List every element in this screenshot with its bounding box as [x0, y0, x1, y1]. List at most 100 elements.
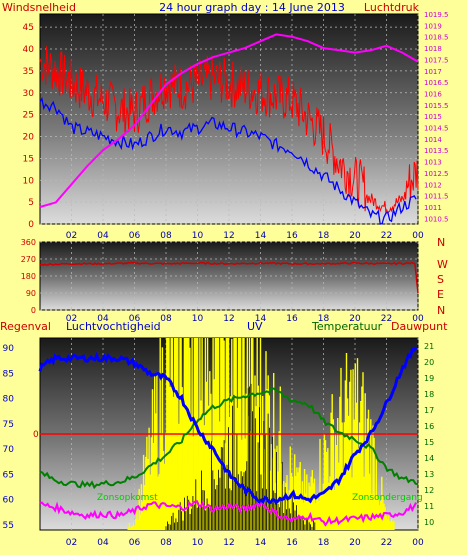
pressure-y-tick: 1018 [424, 45, 442, 53]
zonsondergang-label: Zonsondergang [352, 493, 423, 503]
luchtvochtigheid-label: Luchtvochtigheid [66, 320, 161, 333]
direction-y-tick: 0 [31, 306, 36, 315]
temperature-y-tick: 20 [424, 358, 434, 367]
x-tick-label: 04 [97, 538, 109, 548]
x-tick-label: 16 [286, 538, 298, 548]
x-tick-label: 12 [223, 231, 234, 241]
rain-tick-label: 0 [33, 430, 39, 440]
luchtvochtigheid-series [38, 346, 418, 505]
humidity-y-tick: 70 [3, 445, 15, 455]
direction-y-tick: 180 [21, 272, 36, 281]
uv-label: UV [247, 320, 263, 333]
pressure-y-tick: 1015.5 [424, 102, 449, 110]
wind-y-tick: 25 [23, 111, 34, 121]
x-tick-label: 08 [160, 231, 172, 241]
x-tick-label: 22 [381, 538, 392, 548]
x-tick-label: 14 [255, 314, 267, 324]
windsnelheid-label: Windsnelheid [2, 1, 76, 14]
wind-y-tick: 5 [28, 198, 34, 208]
x-tick-label: 00 [412, 314, 424, 324]
pressure-y-tick: 1015 [424, 113, 442, 121]
x-tick-label: 12 [223, 538, 234, 548]
pressure-y-tick: 1013.5 [424, 147, 449, 155]
direction-compass-label: S [437, 273, 444, 286]
x-tick-label: 20 [349, 538, 361, 548]
wind-plot-grid [40, 14, 419, 225]
x-tick-label: 00 [412, 231, 424, 241]
regenval-label: Regenval [0, 320, 51, 333]
wind-y-tick: 15 [23, 154, 34, 164]
temperature-y-tick: 18 [424, 390, 434, 399]
x-tick-label: 00 [412, 538, 424, 548]
x-tick-label: 10 [192, 231, 204, 241]
x-tick-label: 10 [192, 538, 204, 548]
pressure-y-tick: 1019.5 [424, 11, 449, 19]
blue-wind-series [39, 96, 417, 225]
pressure-y-tick: 1016 [424, 90, 442, 98]
climate-plot-series [38, 338, 419, 530]
luchtdruk-label: Luchtdruk [364, 1, 420, 14]
x-tick-label: 20 [349, 231, 361, 241]
direction-plot-grid [40, 241, 419, 311]
pressure-y-tick: 1013 [424, 159, 442, 167]
temperatuur-series [39, 387, 419, 490]
pressure-y-tick: 1018.5 [424, 34, 449, 42]
temperature-y-tick: 21 [424, 342, 434, 351]
direction-compass-label: N [437, 304, 445, 317]
windsnelheid-series [39, 46, 419, 215]
pressure-y-tick: 1017 [424, 68, 442, 76]
temperature-y-tick: 19 [424, 374, 434, 383]
x-tick-label: 08 [160, 538, 172, 548]
x-tick-label: 16 [286, 231, 298, 241]
dauwpunt-series [39, 500, 417, 527]
pressure-y-tick: 1017.5 [424, 56, 449, 64]
direction-plot-series [39, 261, 419, 294]
wind-direction-series [39, 261, 419, 294]
humidity-y-tick: 60 [3, 496, 15, 506]
temperature-y-tick: 13 [424, 470, 434, 479]
direction-compass-label: W [437, 258, 448, 271]
x-tick-label: 22 [381, 231, 392, 241]
x-tick-label: 18 [318, 231, 330, 241]
x-tick-label: 06 [129, 538, 141, 548]
wind-y-tick: 0 [28, 220, 34, 230]
x-tick-label: 02 [66, 538, 77, 548]
direction-y-tick: 360 [21, 238, 36, 247]
pressure-y-tick: 1012 [424, 181, 442, 189]
humidity-y-tick: 80 [3, 395, 15, 405]
x-tick-label: 22 [381, 314, 392, 324]
x-tick-label: 18 [318, 314, 330, 324]
wind-y-tick: 10 [23, 176, 35, 186]
x-tick-label: 14 [255, 538, 267, 548]
wind-plot-series [39, 33, 419, 225]
x-tick-label: 02 [66, 231, 77, 241]
pressure-y-tick: 1012.5 [424, 170, 449, 178]
chart-title: 24 hour graph day : 14 June 2013 [159, 1, 345, 14]
temperature-y-tick: 12 [424, 486, 434, 495]
temperature-y-tick: 10 [424, 518, 434, 527]
temperature-y-tick: 14 [424, 454, 434, 463]
x-tick-label: 04 [97, 231, 109, 241]
pressure-y-tick: 1016.5 [424, 79, 449, 87]
humidity-y-tick: 90 [3, 344, 15, 354]
temperature-y-tick: 11 [424, 502, 434, 511]
x-tick-label: 18 [318, 538, 330, 548]
temperature-y-tick: 15 [424, 438, 434, 447]
dauwpunt-label: Dauwpunt [391, 320, 448, 333]
x-tick-label: 08 [160, 314, 172, 324]
wind-y-tick: 35 [23, 67, 34, 77]
pressure-y-tick: 1010.5 [424, 215, 449, 223]
pressure-y-tick: 1011 [424, 204, 442, 212]
direction-compass-label: E [437, 288, 444, 301]
pressure-y-tick: 1011.5 [424, 193, 449, 201]
pressure-y-tick: 1014.5 [424, 125, 449, 133]
wind-y-tick: 45 [23, 23, 34, 33]
axis-labels: 0510152025303540451010.510111011.5101210… [3, 11, 449, 548]
pressure-y-tick: 1014 [424, 136, 442, 144]
x-tick-label: 14 [255, 231, 267, 241]
humidity-y-tick: 85 [3, 369, 14, 379]
humidity-y-tick: 65 [3, 470, 14, 480]
x-tick-label: 06 [129, 314, 141, 324]
